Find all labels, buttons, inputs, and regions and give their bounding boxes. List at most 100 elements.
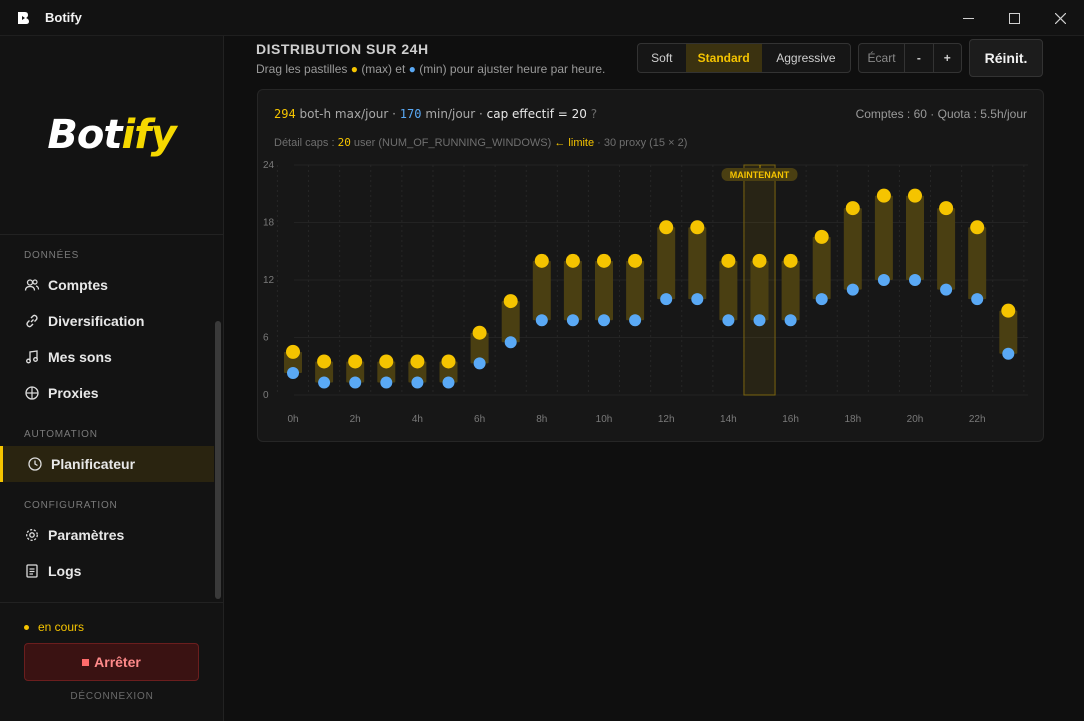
min-handle[interactable]	[380, 376, 393, 389]
sidebar-footer: en cours Arrêter DÉCONNEXION	[0, 602, 224, 721]
maximize-icon[interactable]	[991, 0, 1037, 36]
title-bar: Botify	[0, 0, 1084, 36]
sidebar-item-comptes[interactable]: Comptes	[0, 267, 214, 303]
page-title: DISTRIBUTION SUR 24H	[256, 41, 429, 57]
min-handle[interactable]	[753, 314, 766, 327]
music-icon	[24, 349, 40, 365]
range-bar	[843, 208, 862, 290]
ecart-stepper: Écart - +	[858, 43, 962, 73]
close-icon[interactable]	[1037, 0, 1083, 36]
max-handle[interactable]	[721, 253, 736, 268]
max-handle[interactable]	[597, 253, 611, 268]
max-handle[interactable]	[908, 188, 922, 203]
max-handle[interactable]	[970, 220, 985, 235]
ecart-minus-button[interactable]: -	[904, 44, 932, 72]
max-handle[interactable]	[410, 354, 425, 369]
main-content: DISTRIBUTION SUR 24H Drag les pastilles …	[225, 36, 1084, 721]
x-tick-label: 10h	[596, 414, 613, 425]
max-handle[interactable]	[876, 188, 891, 203]
min-handle[interactable]	[473, 357, 486, 370]
max-handle[interactable]	[565, 253, 580, 268]
sidebar-item-parametres[interactable]: Paramètres	[0, 517, 214, 553]
min-handle[interactable]	[598, 314, 610, 327]
min-handle[interactable]	[722, 314, 735, 327]
range-bar	[719, 260, 738, 321]
range-bar	[781, 260, 800, 321]
minimize-icon[interactable]	[945, 0, 991, 36]
mode-selector: Soft Standard Aggressive	[637, 43, 851, 73]
range-bar	[906, 195, 924, 280]
min-handle[interactable]	[691, 293, 704, 306]
sidebar-item-diversification[interactable]: Diversification	[0, 303, 214, 339]
sidebar-item-logs[interactable]: Logs	[0, 553, 214, 589]
max-handle[interactable]	[814, 229, 829, 244]
globe-icon	[24, 385, 40, 401]
min-handle[interactable]	[411, 376, 424, 389]
min-dot-icon: ●	[408, 62, 416, 76]
sidebar-item-planificateur[interactable]: Planificateur	[0, 446, 214, 482]
range-bar	[657, 227, 676, 300]
caps-detail: Détail caps : 20 user (NUM_OF_RUNNING_WI…	[274, 136, 687, 149]
min-handle[interactable]	[815, 293, 828, 306]
reset-button[interactable]: Réinit.	[969, 39, 1043, 77]
max-per-day-label: bot-h max/jour ·	[299, 107, 396, 121]
min-handle[interactable]	[1002, 347, 1015, 360]
help-icon[interactable]: ?	[590, 107, 598, 121]
sidebar-item-proxies[interactable]: Proxies	[0, 375, 214, 411]
x-tick-label: 20h	[907, 414, 924, 425]
max-handle[interactable]	[845, 201, 860, 216]
min-handle[interactable]	[940, 283, 953, 296]
max-handle[interactable]	[1001, 303, 1016, 318]
max-handle[interactable]	[379, 354, 394, 369]
max-handle[interactable]	[503, 294, 518, 309]
logo-text-part1: Bot	[47, 112, 122, 158]
min-handle[interactable]	[504, 336, 517, 349]
min-handle[interactable]	[535, 314, 548, 327]
max-handle[interactable]	[472, 325, 487, 340]
caps-proxy-label: · 30 proxy (15 × 2)	[597, 137, 688, 149]
mode-soft-button[interactable]: Soft	[651, 51, 673, 65]
range-bar	[532, 260, 551, 321]
min-handle[interactable]	[442, 376, 455, 389]
min-handle[interactable]	[318, 376, 331, 389]
min-handle[interactable]	[629, 314, 642, 327]
min-per-day-label: min/jour ·	[425, 107, 483, 121]
y-tick-label: 0	[263, 390, 269, 401]
x-tick-label: 14h	[720, 414, 737, 425]
min-handle[interactable]	[971, 293, 984, 306]
max-handle[interactable]	[317, 354, 332, 369]
y-tick-label: 18	[263, 218, 275, 229]
app-logo-icon	[16, 11, 30, 25]
max-handle[interactable]	[286, 344, 300, 359]
min-handle[interactable]	[877, 274, 890, 286]
min-handle[interactable]	[846, 283, 859, 296]
ecart-plus-button[interactable]: +	[932, 44, 961, 72]
sidebar-item-label: Planificateur	[51, 456, 136, 472]
stop-button[interactable]: Arrêter	[24, 643, 199, 681]
max-handle[interactable]	[348, 354, 363, 369]
mode-standard-button[interactable]: Standard	[685, 44, 762, 72]
sidebar-scrollbar[interactable]	[215, 321, 221, 599]
min-handle[interactable]	[660, 293, 673, 306]
max-handle[interactable]	[752, 253, 767, 268]
gear-icon	[24, 527, 40, 543]
min-handle[interactable]	[349, 376, 362, 389]
min-handle[interactable]	[784, 314, 797, 327]
max-handle[interactable]	[441, 354, 456, 369]
min-handle[interactable]	[566, 314, 579, 327]
max-handle[interactable]	[939, 201, 954, 216]
logout-link[interactable]: DÉCONNEXION	[70, 691, 154, 702]
min-handle[interactable]	[287, 366, 299, 379]
sidebar-item-mes-sons[interactable]: Mes sons	[0, 339, 214, 375]
max-handle[interactable]	[534, 253, 549, 268]
mode-aggressive-button[interactable]: Aggressive	[776, 51, 836, 65]
x-tick-label: 12h	[658, 414, 675, 425]
max-handle[interactable]	[659, 220, 674, 235]
min-handle[interactable]	[909, 274, 921, 286]
range-bar	[470, 332, 489, 364]
sidebar-item-label: Paramètres	[48, 527, 125, 543]
sidebar-item-label: Logs	[48, 563, 82, 579]
max-handle[interactable]	[690, 220, 705, 235]
max-handle[interactable]	[783, 253, 798, 268]
max-handle[interactable]	[628, 253, 643, 268]
